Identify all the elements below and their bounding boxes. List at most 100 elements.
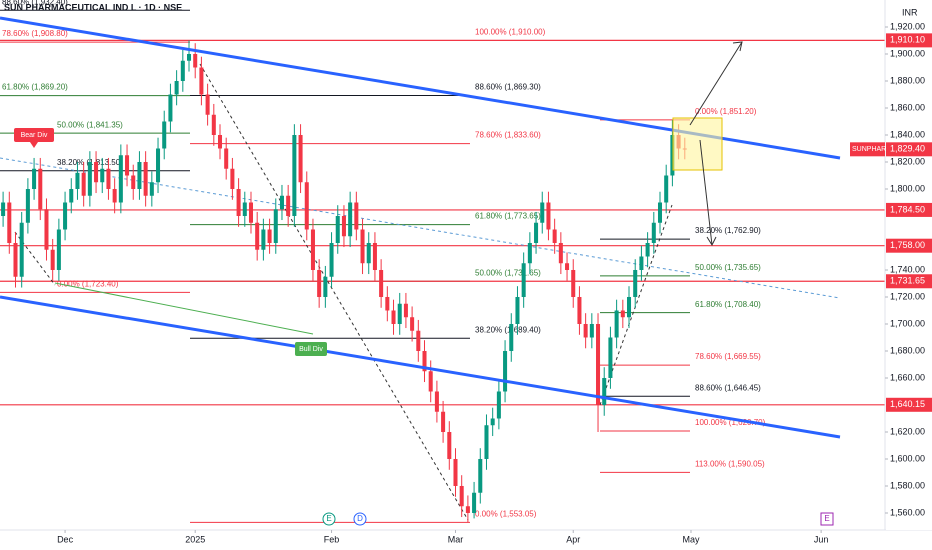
candle-body (465, 506, 470, 513)
candle-body (224, 148, 229, 169)
highlight-box (672, 117, 723, 171)
dashed-swing (14, 231, 56, 286)
event-label: E (326, 514, 331, 523)
dashed-swing (199, 63, 469, 521)
candle-body (360, 229, 365, 264)
last-price-tag (886, 142, 932, 157)
bear-signal (14, 128, 54, 142)
candle-body (32, 168, 37, 189)
candle-body (1, 202, 6, 216)
x-tick-label: Mar (448, 534, 464, 544)
candle-body (397, 303, 402, 324)
level-tag (886, 238, 932, 253)
y-tick-label: 1,800.00 (890, 183, 925, 193)
candle-body (577, 296, 582, 324)
fib-label: 61.80% (1,708.40) (695, 300, 761, 309)
candle-body (496, 391, 501, 419)
candle-body (13, 242, 18, 277)
chart-title: SUN PHARMACEUTICAL IND L · 1D · NSE (4, 2, 182, 12)
candle-body (25, 188, 30, 223)
event-marker (322, 512, 336, 526)
axis-bg (886, 0, 932, 530)
projection-arrow (689, 41, 743, 126)
x-tick-label: Jun (814, 534, 829, 544)
candle-body (230, 168, 235, 189)
level-tag-label: 1,758.00 (890, 240, 925, 250)
candle-body (527, 242, 532, 264)
candle-body (379, 269, 384, 297)
candle-body (503, 350, 508, 392)
candle-body (38, 168, 43, 210)
candle-body (156, 148, 161, 183)
candle-body (335, 215, 340, 243)
candle-body (56, 229, 61, 270)
x-tick-label: Feb (324, 534, 340, 544)
candle-body (453, 458, 458, 486)
fib-label: 0.00% (1,851.20) (695, 107, 757, 116)
candle-body (484, 425, 489, 459)
candle-body (329, 242, 334, 277)
x-tick-label: Dec (57, 534, 74, 544)
candle-body (75, 172, 80, 189)
candle-body (298, 134, 303, 183)
candle-body (106, 168, 111, 189)
candle-body (651, 222, 656, 243)
level-tag-label: 1,731.65 (890, 276, 925, 286)
bull-signal (295, 342, 327, 356)
candle-body (589, 323, 594, 338)
candle-body (620, 310, 625, 318)
candle-body (546, 202, 551, 230)
candle-body (602, 377, 607, 405)
candle-body (143, 161, 148, 196)
candle-body (521, 263, 526, 297)
candle-body (391, 310, 396, 324)
y-tick-label: 1,680.00 (890, 345, 925, 355)
candle-body (81, 172, 86, 196)
bear-pointer (30, 142, 38, 148)
candle-body (664, 175, 669, 203)
fib-label: 113.00% (1,590.05) (695, 460, 765, 469)
y-tick-label: 1,920.00 (890, 21, 925, 31)
fib-label: 88.60% (1,932.40) (2, 0, 68, 6)
candle-body (87, 161, 92, 196)
candle-body (286, 195, 291, 216)
candle-body (50, 249, 55, 270)
fib-label: 61.80% (1,773.65) (475, 212, 541, 221)
level-tag (886, 202, 932, 217)
candle-body (540, 202, 545, 223)
candle-body (131, 175, 136, 189)
y-tick-label: 1,900.00 (890, 48, 925, 58)
candle-body (596, 323, 601, 405)
candle-body (267, 229, 272, 243)
fib-label: 50.00% (1,841.35) (57, 120, 123, 129)
candle-body (552, 229, 557, 243)
bull-label: Bull Div (299, 346, 323, 353)
candle-body (69, 188, 74, 203)
fib-label: 61.80% (1,869.20) (2, 83, 68, 92)
candle-body (44, 209, 49, 250)
level-tag (886, 397, 932, 412)
candle-body (137, 161, 142, 189)
candle-body (205, 94, 210, 115)
y-tick-label: 1,840.00 (890, 129, 925, 139)
candle-body (19, 222, 24, 277)
candle-body (292, 134, 297, 216)
candle-body (261, 229, 266, 250)
candle-body (354, 202, 359, 230)
y-tick-label: 1,620.00 (890, 426, 925, 436)
y-tick-label: 1,600.00 (890, 453, 925, 463)
candle-body (217, 134, 223, 149)
event-label: E (824, 514, 829, 523)
candle-body (410, 317, 415, 331)
candle-body (125, 155, 130, 176)
bear-label: Bear Div (21, 132, 48, 139)
level-tag-label: 1,784.50 (890, 204, 925, 214)
candle-body (372, 242, 377, 270)
candle-body (633, 269, 638, 297)
candle-body (571, 269, 576, 297)
event-marker (820, 512, 834, 526)
candle-body (193, 53, 198, 68)
fib-label: 0.00% (1,723.40) (57, 280, 119, 289)
